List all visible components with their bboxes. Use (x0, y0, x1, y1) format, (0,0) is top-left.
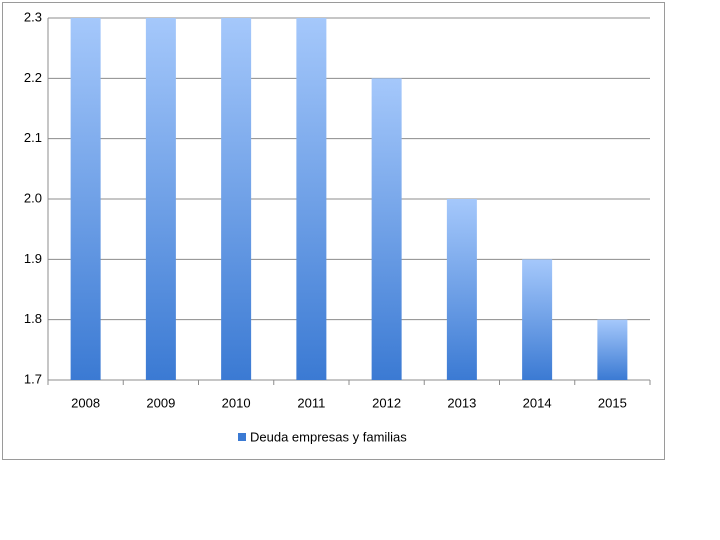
bar (522, 259, 553, 380)
bar (221, 18, 252, 380)
x-tick-label: 2014 (523, 395, 552, 410)
y-tick-label: 2.0 (24, 190, 42, 205)
bar (145, 18, 176, 380)
bar (597, 319, 628, 380)
legend-swatch (238, 433, 246, 441)
x-tick-label: 2012 (372, 395, 401, 410)
y-tick-label: 1.8 (24, 311, 42, 326)
x-tick-label: 2009 (146, 395, 175, 410)
x-tick-label: 2010 (222, 395, 251, 410)
legend-label: Deuda empresas y familias (250, 429, 407, 444)
bar (70, 18, 101, 380)
chart-frame (2, 2, 665, 460)
x-tick-label: 2015 (598, 395, 627, 410)
y-tick-label: 2.2 (24, 70, 42, 85)
x-tick-label: 2011 (297, 395, 325, 410)
bar (371, 78, 402, 380)
bar (296, 18, 327, 380)
y-tick-label: 1.7 (24, 371, 42, 386)
y-tick-label: 2.1 (24, 130, 42, 145)
x-tick-label: 2013 (447, 395, 476, 410)
bar (446, 199, 477, 380)
y-tick-label: 1.9 (24, 251, 42, 266)
y-tick-label: 2.3 (24, 9, 42, 24)
x-tick-label: 2008 (71, 395, 100, 410)
